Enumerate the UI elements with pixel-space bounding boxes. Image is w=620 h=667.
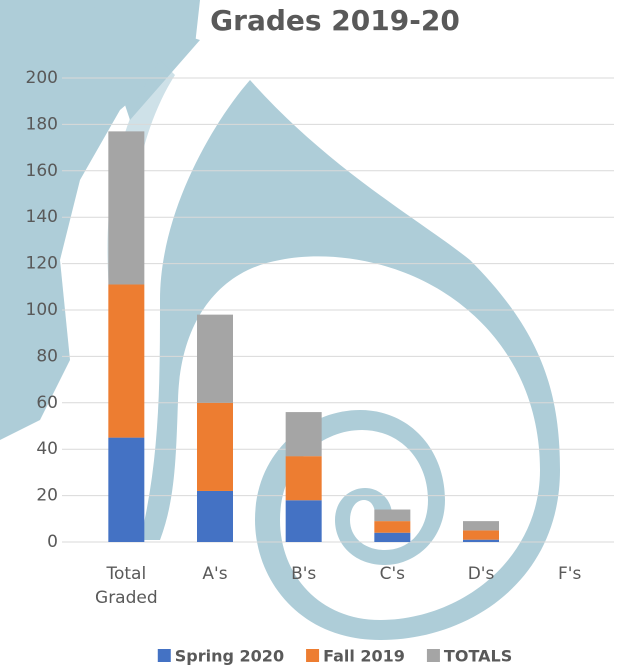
background-art [0,0,560,640]
bar-segment [286,500,322,542]
y-tick-label: 20 [36,486,58,506]
x-tick-label: C's [380,564,406,584]
y-tick-label: 160 [26,161,58,181]
y-tick-label: 0 [47,532,58,552]
legend: Spring 2020 Fall 2019 TOTALS [158,647,512,666]
bar-segment [108,284,144,437]
chart-title: Grades 2019-20 [210,4,460,37]
bar-segment [286,456,322,500]
bar-segment [374,510,410,522]
legend-swatch [427,649,440,662]
y-tick-label: 80 [36,346,58,366]
y-tick-label: 40 [36,439,58,459]
x-tick-label: F's [558,564,581,584]
y-tick-label: 140 [26,207,58,227]
bar-segment [463,521,499,530]
bar-segment [108,131,144,284]
bar-segment [374,521,410,533]
legend-label: Fall 2019 [323,647,405,666]
x-tick-label: B's [291,564,316,584]
chart: Grades 2019-20 0 20 40 60 80 100 120 140 160 180 2… [0,0,620,667]
bar-segment [197,491,233,542]
bar-segment [286,412,322,456]
y-tick-label: 100 [26,300,58,320]
y-tick-label: 120 [26,254,58,274]
y-tick-label: 200 [26,68,58,88]
bar-segment [108,438,144,542]
legend-label: TOTALS [444,647,512,666]
y-tick-label: 180 [26,114,58,134]
x-tick-label: D's [468,564,495,584]
legend-label: Spring 2020 [175,647,284,666]
y-tick-label: 60 [36,393,58,413]
x-tick-label: A's [202,564,227,584]
bar-segment [463,530,499,539]
bar-segment [197,403,233,491]
bar-segment [463,540,499,542]
bar-segment [374,533,410,542]
legend-swatch [306,649,319,662]
legend-swatch [158,649,171,662]
bar-segment [197,315,233,403]
